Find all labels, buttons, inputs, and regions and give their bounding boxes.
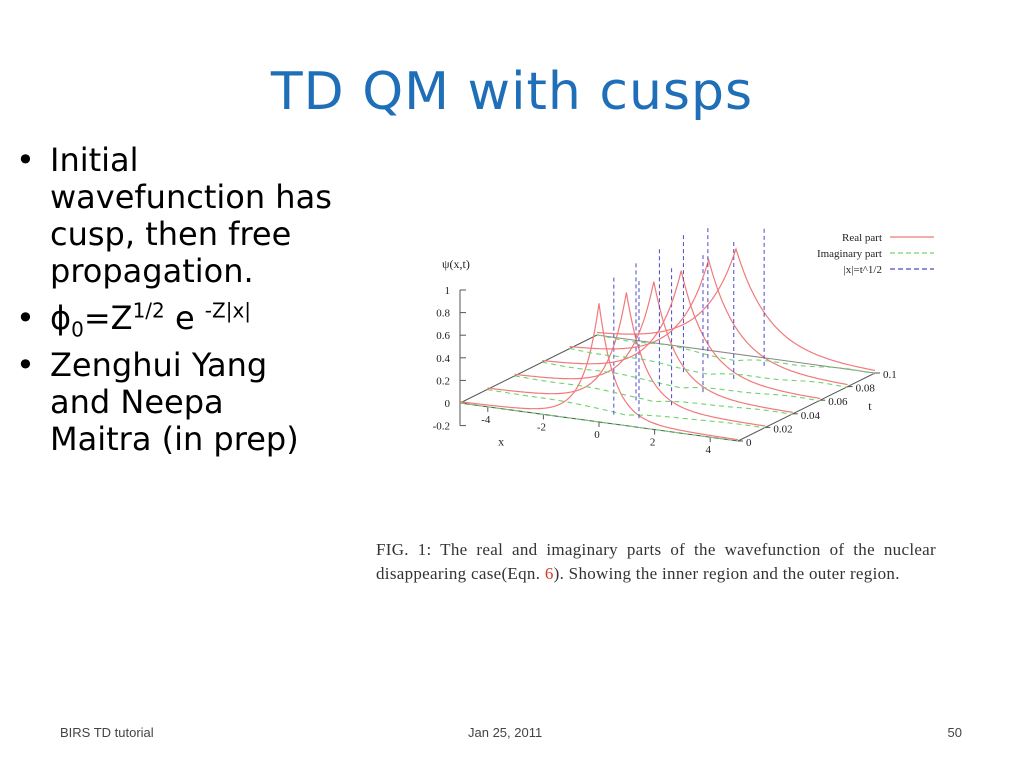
slide-number: 50 [947,725,962,740]
z-tick-label: 0.4 [436,353,450,365]
real-part-curve [596,246,876,372]
z-tick-label: 0 [445,398,451,410]
t-axis-left [459,334,598,404]
z-axis-label: ψ(x,t) [442,257,470,271]
formula-phi: ϕ [50,299,72,337]
bullet-item: • Zenghui Yang and Neepa Maitra (in prep… [14,347,334,458]
x-tick-label: 4 [705,444,711,455]
imaginary-part-curve [596,334,876,375]
z-tick-label: 1 [445,285,451,297]
imaginary-part-curve [569,347,848,388]
real-part-curve [514,281,793,413]
bullet-dot: • [16,141,35,179]
x-tick-label: 2 [650,437,656,449]
real-part-curve [569,257,848,386]
legend-label: Imaginary part [817,248,882,260]
t-tick-label: 0.02 [773,423,792,435]
wavefunction-3d-plot: 1 0.8 0.6 0.4 0.2 0 -0.2 -4 -2 0 2 4 x 0 0.02 0.04 0.06 0… [433,225,934,455]
imaginary-part-curve [514,375,793,415]
figure-caption: FIG. 1: The real and imaginary parts of … [376,538,936,586]
real-part-curve [487,292,766,427]
slide-title: TD QM with cusps [270,62,754,122]
z-tick-label: 0.8 [436,308,450,320]
formula-subscript: 0 [71,317,84,342]
t-tick-label: 0.06 [828,396,848,408]
bullet-text: Zenghui Yang and Neepa Maitra (in prep) [50,346,299,458]
footer-date: Jan 25, 2011 [468,725,543,740]
z-tick-label: 0.6 [436,330,450,342]
x-tick-label: -4 [481,414,491,426]
imaginary-part-curve [487,389,766,429]
bullet-dot: • [16,299,35,337]
plot-legend: Real part Imaginary part |x|=t^1/2 [817,232,934,276]
legend-label: |x|=t^1/2 [844,264,882,276]
t-tick-label: 0.08 [856,383,876,395]
z-tick-label: -0.2 [433,421,450,433]
t-axis-label: t [868,399,872,413]
caption-equation-ref[interactable]: 6 [544,564,554,583]
formula-exponent: -Z|x| [204,298,252,323]
formula-e: e [164,299,205,337]
z-tick-label: 0.2 [436,375,450,387]
bullet-item: • Initial wavefunction has cusp, then fr… [14,142,334,290]
bullet-item-formula: • ϕ0=Z1/2 e -Z|x| [14,298,334,340]
real-part-curve [459,303,739,441]
legend-label: Real part [842,232,882,244]
t-tick-label: 0.04 [801,410,821,422]
x-tick-label: -2 [537,421,546,433]
footer-left: BIRS TD tutorial [60,725,154,740]
caption-text: FIG. 1: The real and imaginary parts of … [376,540,936,583]
x-tick-label: 0 [594,429,600,441]
bullet-list: • Initial wavefunction has cusp, then fr… [14,142,334,468]
real-part-curve [542,270,821,400]
formula-eq: =Z [83,299,133,337]
plot-labels: 1 0.8 0.6 0.4 0.2 0 -0.2 -4 -2 0 2 4 x 0 0.02 0.04 0.06 0… [433,257,897,455]
t-tick-label: 0.1 [883,369,897,381]
bullet-text: Initial wavefunction has cusp, then free… [50,141,332,290]
caption-text-end: ). Showing the inner region and the oute… [553,564,900,583]
bullet-dot: • [16,346,35,384]
t-axis [737,372,876,442]
t-tick-label: 0 [746,437,752,449]
x-axis-label: x [498,434,504,448]
plot-curves [459,225,876,442]
imaginary-part-curve [459,402,739,442]
formula-superscript: 1/2 [132,298,165,323]
imaginary-part-curve [542,361,821,402]
